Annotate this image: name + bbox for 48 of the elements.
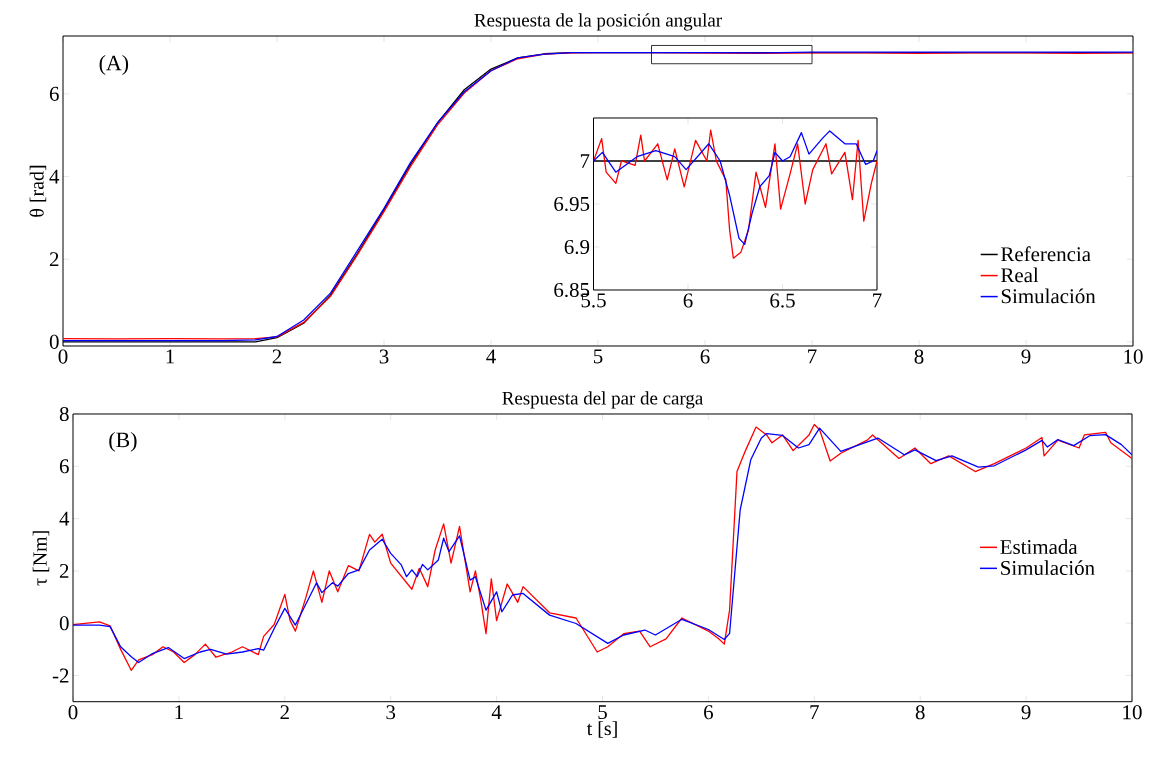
x-tick-label: 2 bbox=[280, 705, 289, 720]
y-tick-label: 7 bbox=[580, 154, 590, 168]
x-tick-label: 6 bbox=[700, 349, 710, 364]
y-tick-label: 0 bbox=[49, 334, 59, 349]
x-tick-label: 10 bbox=[1123, 705, 1142, 720]
x-tick-label: 4 bbox=[486, 349, 496, 364]
x-tick-label: 7 bbox=[808, 349, 817, 364]
legend-label: Simulación bbox=[1001, 560, 1095, 576]
x-tick-label: 3 bbox=[379, 349, 389, 364]
x-tick-label: 10 bbox=[1124, 349, 1143, 364]
y-tick-label: 2 bbox=[59, 563, 69, 578]
x-tick-label: 6 bbox=[704, 705, 714, 720]
x-tick-label: 6 bbox=[683, 293, 693, 308]
x-tick-label: 7 bbox=[873, 293, 882, 308]
y-tick-label: 0 bbox=[59, 616, 69, 631]
y-tick-label: 4 bbox=[49, 169, 60, 184]
x-tick-label: 9 bbox=[1021, 349, 1031, 364]
y-tick-label: 6.95 bbox=[554, 196, 590, 212]
y-tick-label: -2 bbox=[52, 668, 69, 683]
x-tick-label: 6.5 bbox=[770, 293, 795, 308]
x-tick-label: 1 bbox=[175, 705, 183, 720]
x-tick-label: 2 bbox=[272, 349, 282, 364]
y-tick-label: 6.9 bbox=[564, 239, 590, 255]
y-tick-label: 6 bbox=[59, 459, 69, 474]
legend-label: Simulación bbox=[1001, 288, 1096, 304]
y-tick-label: 4 bbox=[59, 511, 70, 526]
chart-title: Respuesta de la posición angular bbox=[474, 13, 722, 31]
annotation: (B) bbox=[109, 431, 137, 452]
x-tick-label: 8 bbox=[915, 705, 925, 720]
legend-label: Real bbox=[1001, 267, 1039, 283]
y-tick-label: 8 bbox=[59, 406, 69, 422]
x-tick-label: 8 bbox=[914, 349, 924, 364]
x-tick-label: 4 bbox=[491, 705, 502, 719]
x-tick-label: 5 bbox=[598, 705, 607, 720]
y-axis-title: τ [Nm] bbox=[32, 531, 50, 586]
y-axis-title: θ [rad] bbox=[29, 165, 47, 217]
y-tick-label: 2 bbox=[49, 252, 59, 267]
x-tick-label: 3 bbox=[386, 705, 396, 720]
x-tick-label: 1 bbox=[166, 349, 174, 364]
x-tick-label: 9 bbox=[1021, 705, 1031, 720]
annotation: (A) bbox=[99, 55, 129, 75]
x-axis-title: t [s] bbox=[586, 721, 617, 738]
legend-label: Estimada bbox=[1000, 539, 1078, 555]
chart-title: Respuesta del par de carga bbox=[502, 391, 703, 409]
y-tick-label: 6 bbox=[49, 86, 59, 101]
legend-label: Referencia bbox=[1001, 246, 1091, 262]
x-tick-label: 5 bbox=[593, 349, 603, 364]
x-tick-label: 7 bbox=[810, 705, 819, 719]
